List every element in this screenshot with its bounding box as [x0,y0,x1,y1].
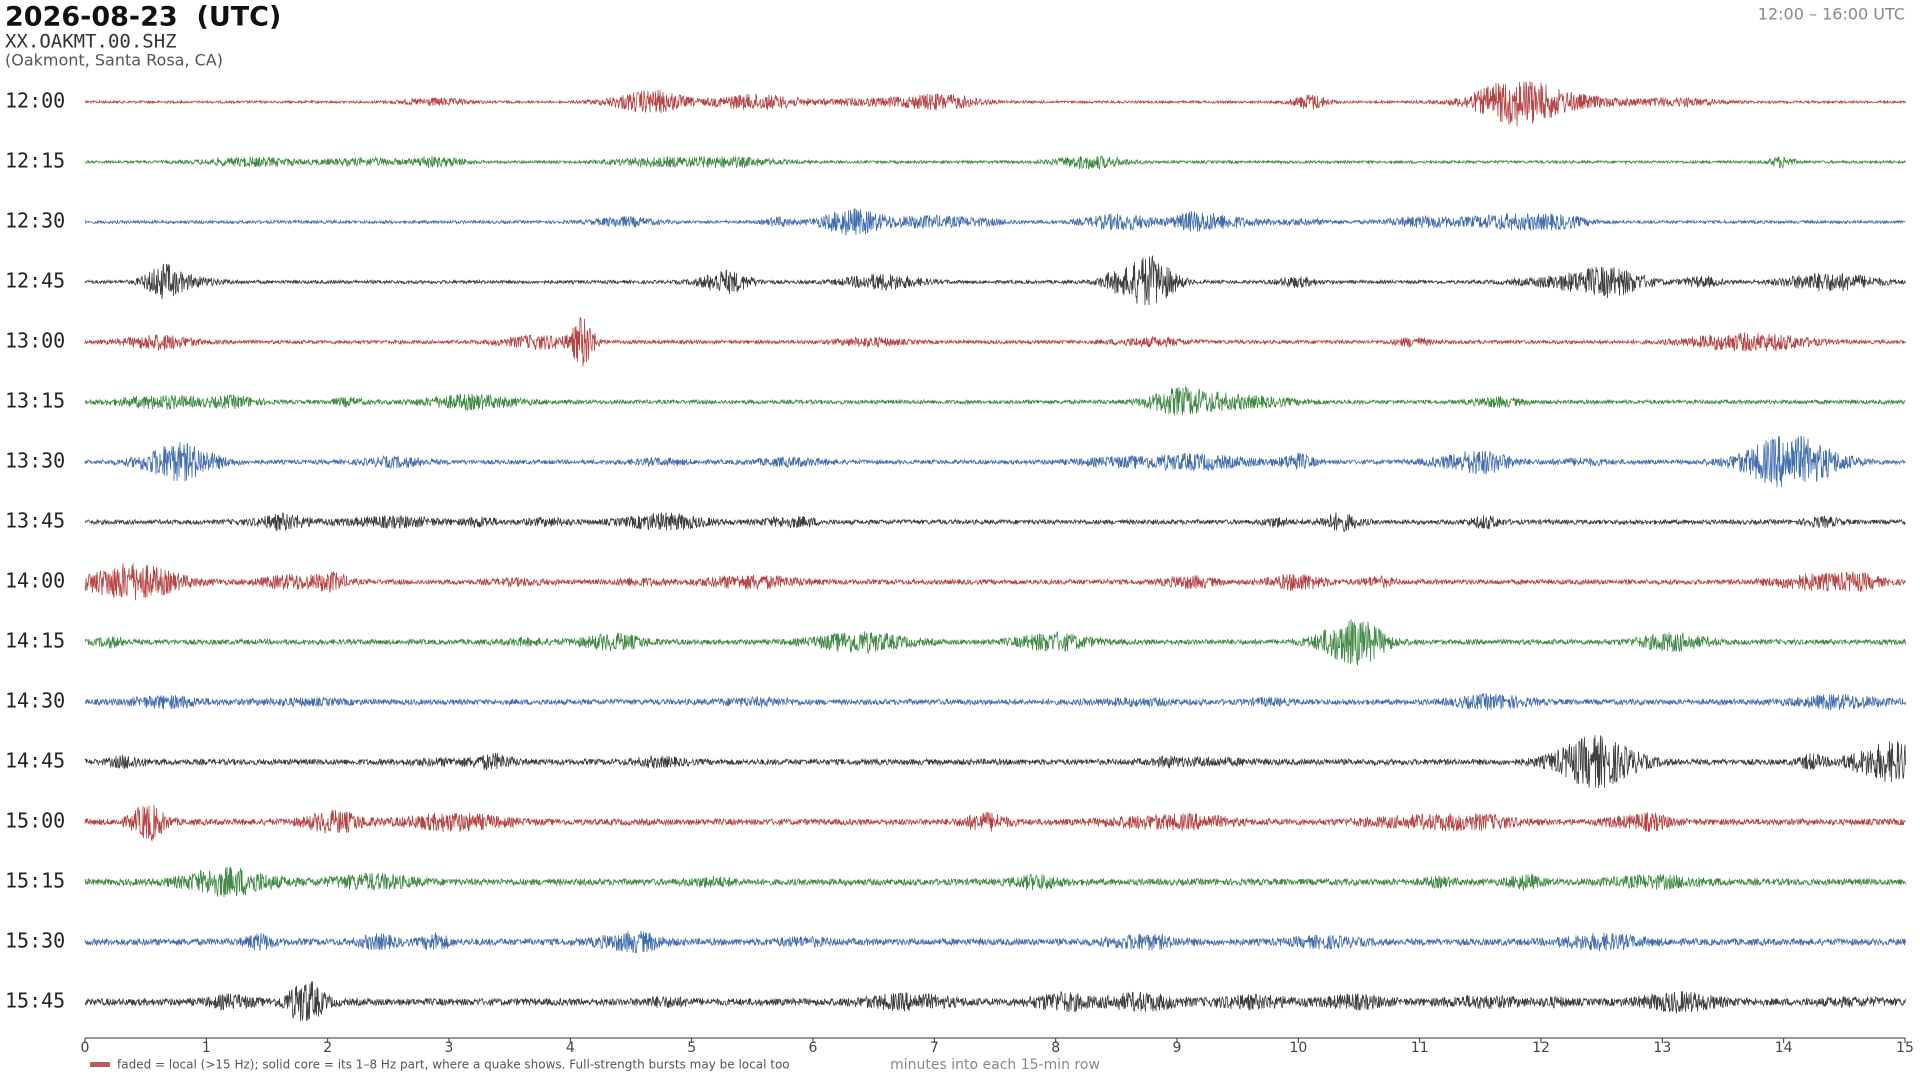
row-label: 15:30 [5,929,65,953]
x-tick-label: 4 [566,1040,575,1056]
row-label: 14:45 [5,749,65,773]
trace [84,512,1906,533]
row-label: 12:00 [5,89,65,113]
x-tick-label: 6 [809,1040,818,1056]
station-code: XX.OAKMT.00.SHZ [5,31,177,53]
row-label: 13:00 [5,329,65,353]
x-tick-label: 15 [1896,1040,1914,1056]
trace [84,563,1906,601]
x-tick-label: 9 [1173,1040,1182,1056]
trace [84,208,1906,236]
trace [84,385,1906,416]
trace [84,866,1906,898]
row-label: 12:15 [5,149,65,173]
trace [84,804,1906,842]
trace [84,81,1906,127]
trace [84,316,1906,367]
trace [84,930,1906,954]
trace [84,981,1906,1022]
row-label: 14:15 [5,629,65,653]
x-tick-label: 1 [202,1040,211,1056]
row-label: 13:45 [5,509,65,533]
row-label: 13:30 [5,449,65,473]
x-tick-label: 13 [1653,1040,1671,1056]
x-tick-label: 2 [323,1040,332,1056]
x-tick-label: 7 [930,1040,939,1056]
x-tick-label: 12 [1532,1040,1550,1056]
trace [84,735,1906,789]
row-label: 14:30 [5,689,65,713]
row-label: 15:15 [5,869,65,893]
x-tick-label: 0 [81,1040,90,1056]
trace [84,435,1906,488]
station-location: (Oakmont, Santa Rosa, CA) [5,51,223,70]
x-tick-label: 3 [445,1040,454,1056]
row-label: 14:00 [5,569,65,593]
row-label: 12:45 [5,269,65,293]
trace [84,255,1906,306]
x-tick-label: 8 [1051,1040,1060,1056]
row-label: 15:45 [5,989,65,1013]
legend-swatch [90,1062,110,1067]
date-title: 2026-08-23 (UTC) [5,2,281,33]
trace [84,155,1906,171]
x-tick-label: 11 [1411,1040,1429,1056]
legend-note: faded = local (>15 Hz); solid core = its… [117,1058,790,1072]
x-tick-label: 5 [687,1040,696,1056]
trace [84,693,1906,711]
time-range: 12:00 – 16:00 UTC [1758,5,1905,24]
x-tick-label: 10 [1289,1040,1307,1056]
x-tick-label: 14 [1775,1040,1793,1056]
row-label: 15:00 [5,809,65,833]
row-label: 12:30 [5,209,65,233]
x-axis-label: minutes into each 15-min row [890,1057,1100,1073]
row-label: 13:15 [5,389,65,413]
trace [84,619,1906,666]
